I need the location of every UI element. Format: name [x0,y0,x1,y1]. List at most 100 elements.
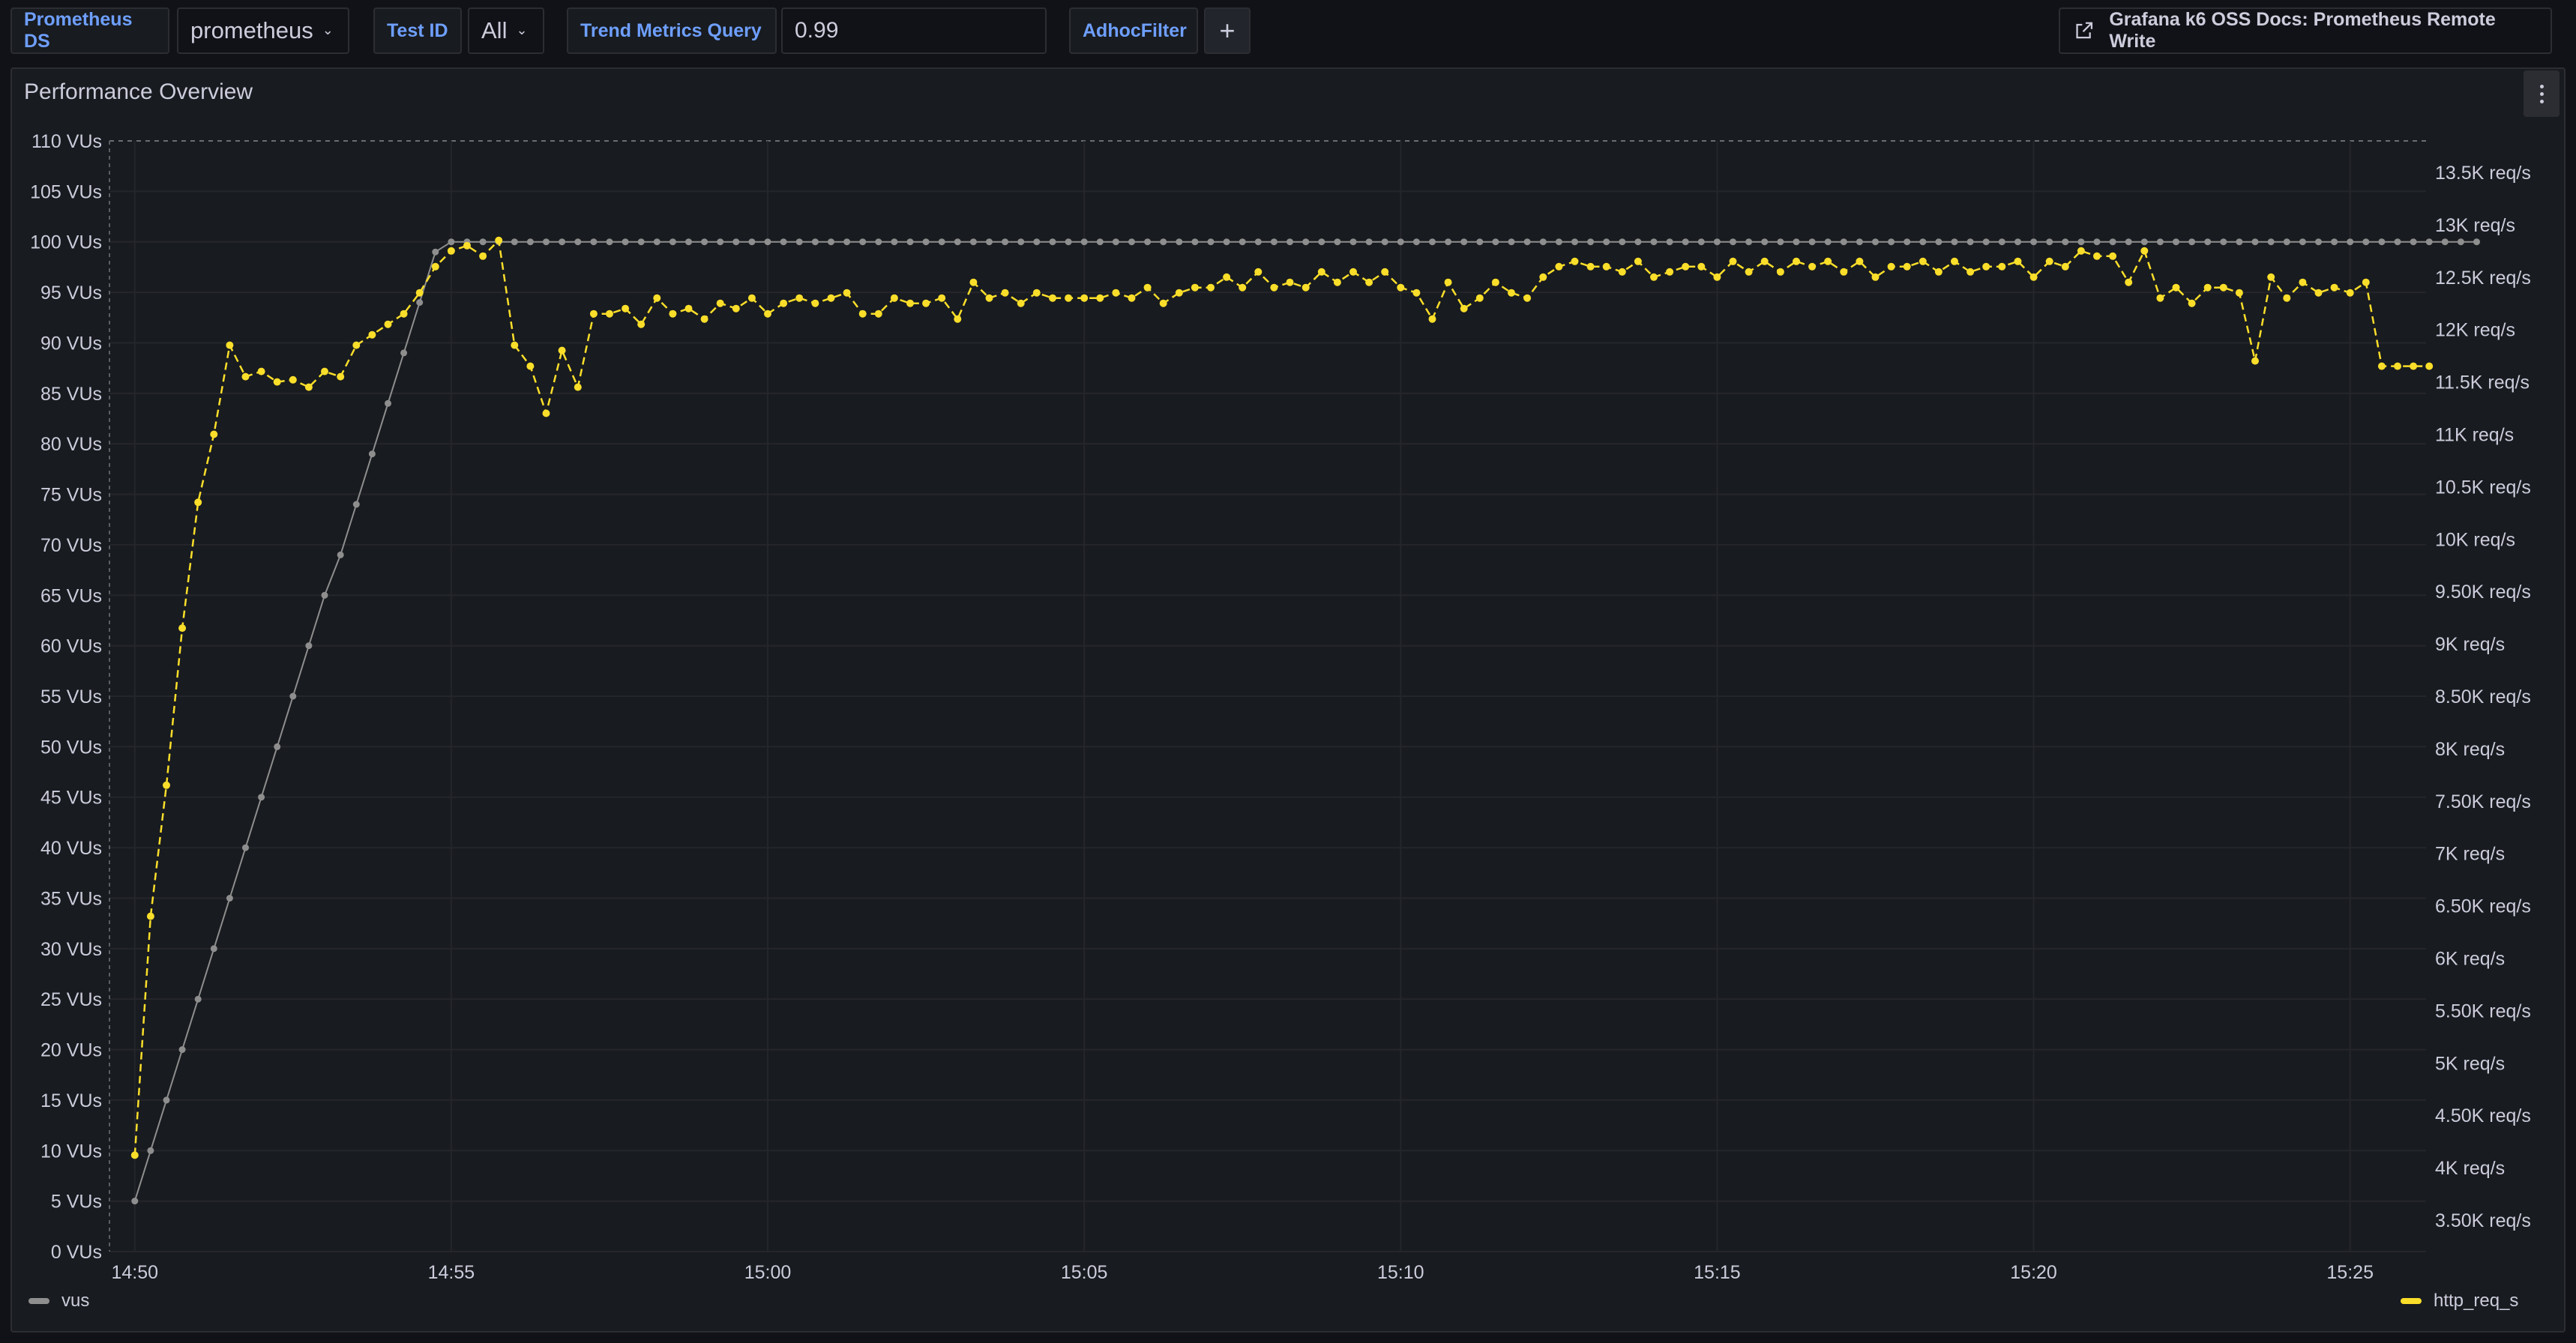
data-point-vus [416,299,424,307]
data-point-vus [1065,238,1072,246]
y-left-tick-label: 40 VUs [40,838,102,859]
data-point-vus [1017,238,1025,246]
data-point-http-req-s [858,310,867,318]
data-point-http-req-s [1270,283,1278,292]
data-point-http-req-s [574,383,582,391]
data-point-vus [400,349,408,357]
x-tick-label: 15:20 [2010,1262,2057,1283]
data-point-http-req-s [2029,273,2038,281]
data-point-http-req-s [1618,268,1626,276]
data-point-http-req-s [622,304,630,313]
data-point-http-req-s [1397,283,1405,292]
data-point-vus [1619,238,1626,246]
data-point-vus [2378,238,2386,246]
data-point-http-req-s [764,310,771,318]
datasource-select[interactable]: prometheus ⌄ [177,7,349,54]
data-point-http-req-s [1824,257,1832,265]
data-point-http-req-s [1951,257,1958,265]
add-filter-button[interactable]: + [1204,7,1251,54]
data-point-vus [1856,238,1863,246]
data-point-vus [1966,238,1974,246]
data-point-http-req-s [1982,262,1990,271]
trend-metrics-input[interactable]: 0.99 [781,7,1047,54]
data-point-vus [1144,238,1152,246]
data-point-vus [2220,238,2227,246]
kebab-menu-icon[interactable] [2524,70,2560,117]
data-point-http-req-s [684,304,693,313]
data-point-http-req-s [938,294,946,302]
docs-link-button[interactable]: Grafana k6 OSS Docs: Prometheus Remote W… [2059,7,2552,54]
testid-select[interactable]: All ⌄ [468,7,544,54]
data-point-http-req-s [304,383,313,391]
legend-item-http-req-s[interactable]: http_req_s [2401,1291,2518,1312]
data-point-http-req-s [289,375,297,384]
y-left-tick-label: 25 VUs [40,989,102,1010]
data-point-vus [2473,238,2480,246]
data-point-http-req-s [542,409,550,417]
y-left-tick-label: 20 VUs [40,1040,102,1061]
data-point-vus [891,238,898,246]
data-point-http-req-s [747,294,756,302]
data-point-http-req-s [526,362,535,370]
y-right-tick-label: 6K req/s [2435,949,2505,970]
data-point-vus [2410,238,2417,246]
legend-swatch-vus [28,1298,49,1304]
data-point-http-req-s [210,430,218,438]
testid-label-text: Test ID [387,19,448,41]
data-point-http-req-s [1223,273,1231,281]
data-point-http-req-s [1523,294,1532,302]
data-point-http-req-s [321,367,328,375]
data-point-vus [258,794,265,801]
data-point-vus [1603,238,1610,246]
data-point-vus [764,238,771,246]
plus-icon: + [1219,15,1236,46]
legend-item-vus[interactable]: vus [28,1291,89,1312]
data-point-http-req-s [1112,289,1120,297]
data-point-vus [1476,238,1484,246]
data-point-http-req-s [780,299,788,307]
data-point-vus [669,238,676,246]
y-right-tick-label: 5.50K req/s [2435,1001,2531,1021]
data-point-http-req-s [2314,289,2323,297]
y-right-tick-label: 10K req/s [2435,529,2515,550]
data-point-http-req-s [1317,268,1325,276]
data-point-http-req-s [1729,257,1737,265]
data-point-http-req-s [2299,278,2307,286]
data-point-http-req-s [1650,273,1658,281]
data-point-vus [1508,238,1515,246]
data-point-http-req-s [1239,283,1247,292]
data-point-vus [606,238,613,246]
data-point-http-req-s [669,310,677,318]
data-point-vus [2441,238,2449,246]
data-point-http-req-s [827,294,835,302]
data-point-http-req-s [1666,268,1674,276]
data-point-http-req-s [1286,278,1294,286]
data-point-http-req-s [463,241,471,250]
data-point-http-req-s [273,378,281,386]
data-point-http-req-s [716,299,724,307]
y-right-tick-label: 7K req/s [2435,844,2505,865]
data-point-vus [1349,238,1357,246]
x-tick-label: 14:55 [428,1262,475,1283]
data-point-vus [2347,238,2354,246]
y-left-tick-label: 105 VUs [30,181,102,202]
data-point-vus [1808,238,1816,246]
data-point-vus [574,238,582,246]
data-point-vus [2093,238,2101,246]
data-point-http-req-s [795,294,804,302]
data-point-vus [1287,238,1293,246]
data-point-vus [526,238,534,246]
data-point-http-req-s [1349,268,1357,276]
data-point-http-req-s [1634,257,1642,265]
data-point-http-req-s [2156,294,2164,302]
data-point-vus [305,642,313,650]
data-point-http-req-s [2251,357,2259,365]
data-point-vus [1951,238,1958,246]
data-point-vus [1998,238,2005,246]
data-point-http-req-s [2014,257,2022,265]
data-point-vus [1492,238,1499,246]
data-point-vus [1176,238,1183,246]
data-point-http-req-s [2188,299,2196,307]
data-point-vus [1002,238,1009,246]
data-point-vus [795,238,803,246]
